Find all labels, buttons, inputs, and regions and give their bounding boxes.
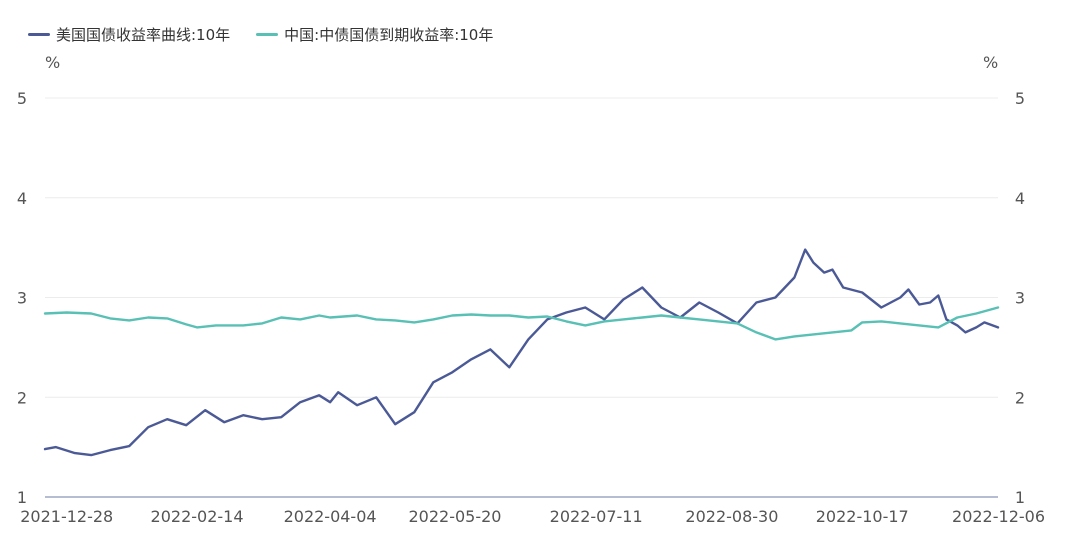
legend: 美国国债收益率曲线:10年 中国:中债国债到期收益率:10年 bbox=[28, 24, 493, 45]
legend-label-us-10y: 美国国债收益率曲线:10年 bbox=[56, 26, 231, 44]
y-unit-left: % bbox=[45, 53, 60, 72]
x-tick-label: 2022-05-20 bbox=[408, 507, 501, 526]
x-tick-label: 2022-07-11 bbox=[550, 507, 643, 526]
x-tick-label: 2022-10-17 bbox=[816, 507, 909, 526]
x-tick-label: 2022-08-30 bbox=[685, 507, 778, 526]
legend-swatch-us-10y bbox=[28, 33, 50, 36]
grid bbox=[45, 97, 998, 498]
y-tick-left: 5 bbox=[17, 89, 27, 108]
x-tick-label: 2022-12-06 bbox=[952, 507, 1045, 526]
series-line-cn-10y bbox=[43, 306, 1000, 341]
y-tick-left: 4 bbox=[17, 189, 27, 208]
y-tick-left: 1 bbox=[17, 488, 27, 507]
y-tick-left: 2 bbox=[17, 388, 27, 407]
x-tick-label: 2022-04-04 bbox=[284, 507, 377, 526]
legend-item-cn-10y[interactable]: 中国:中债国债到期收益率:10年 bbox=[256, 24, 493, 45]
y-ticks: 1 1 2 2 3 3 4 4 5 5 bbox=[17, 89, 1025, 507]
y-tick-right: 4 bbox=[1015, 189, 1025, 208]
series-layer bbox=[43, 248, 1000, 457]
x-tick-label: 2022-02-14 bbox=[151, 507, 244, 526]
y-tick-right: 1 bbox=[1015, 488, 1025, 507]
x-ticks: 2021-12-28 2022-02-14 2022-04-04 2022-05-20… bbox=[20, 507, 1045, 526]
y-unit-right: % bbox=[983, 53, 998, 72]
y-tick-right: 2 bbox=[1015, 388, 1025, 407]
x-tick-label: 2021-12-28 bbox=[20, 507, 113, 526]
y-tick-left: 3 bbox=[17, 289, 27, 308]
legend-label-cn-10y: 中国:中债国债到期收益率:10年 bbox=[284, 26, 494, 44]
y-tick-right: 5 bbox=[1015, 89, 1025, 108]
legend-item-us-10y[interactable]: 美国国债收益率曲线:10年 bbox=[28, 24, 230, 45]
series-line-us-10y bbox=[43, 248, 1000, 457]
y-tick-right: 3 bbox=[1015, 289, 1025, 308]
legend-swatch-cn-10y bbox=[256, 33, 279, 36]
